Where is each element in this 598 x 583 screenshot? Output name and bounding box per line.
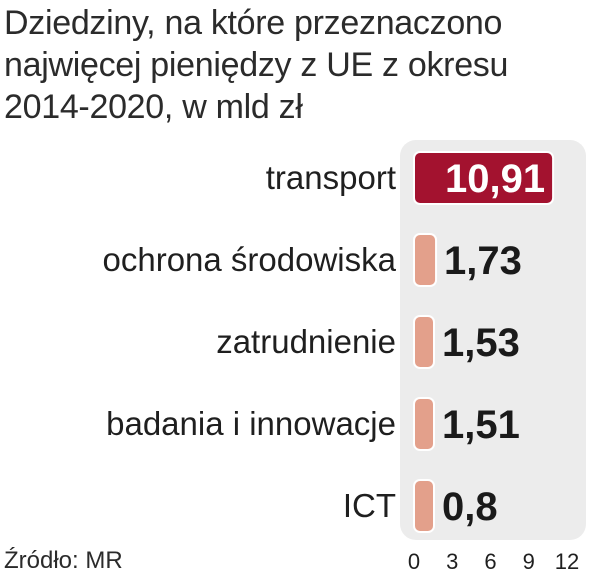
bar <box>413 315 435 369</box>
x-tick-label: 3 <box>446 549 458 574</box>
chart-title: Dziedziny, na które przeznaczono najwięc… <box>4 2 594 128</box>
chart-title-line: Dziedziny, na które przeznaczono <box>4 4 503 42</box>
value-label: 1,73 <box>444 239 522 283</box>
x-tick-label: 9 <box>523 549 535 574</box>
chart-panel <box>400 140 586 540</box>
chart-title-line: 2014-2020, w mld zł <box>4 88 303 126</box>
category-label: badania i innowacje <box>106 405 396 442</box>
chart-marks: transport 10,91 ochrona środowiska 1,73 zatr… <box>103 151 555 533</box>
category-label: zatrudnienie <box>216 323 396 360</box>
category-label: transport <box>266 159 396 196</box>
value-label: 1,51 <box>442 403 520 447</box>
bar <box>413 479 435 533</box>
value-label: 1,53 <box>442 321 520 365</box>
value-label: 0,8 <box>442 485 498 529</box>
x-tick-label: 12 <box>555 549 579 574</box>
x-tick-label: 0 <box>408 549 420 574</box>
bar <box>413 151 555 205</box>
x-tick-label: 6 <box>484 549 496 574</box>
bar <box>413 233 438 287</box>
bar <box>413 397 435 451</box>
chart-title-line: najwięcej pieniędzy z UE z okresu <box>4 46 509 84</box>
value-label: 10,91 <box>445 157 545 201</box>
x-axis: 0 3 6 9 12 <box>408 549 579 574</box>
category-label: ICT <box>343 487 396 524</box>
source-note: Źródło: MR <box>4 547 123 574</box>
category-label: ochrona środowiska <box>103 241 397 278</box>
